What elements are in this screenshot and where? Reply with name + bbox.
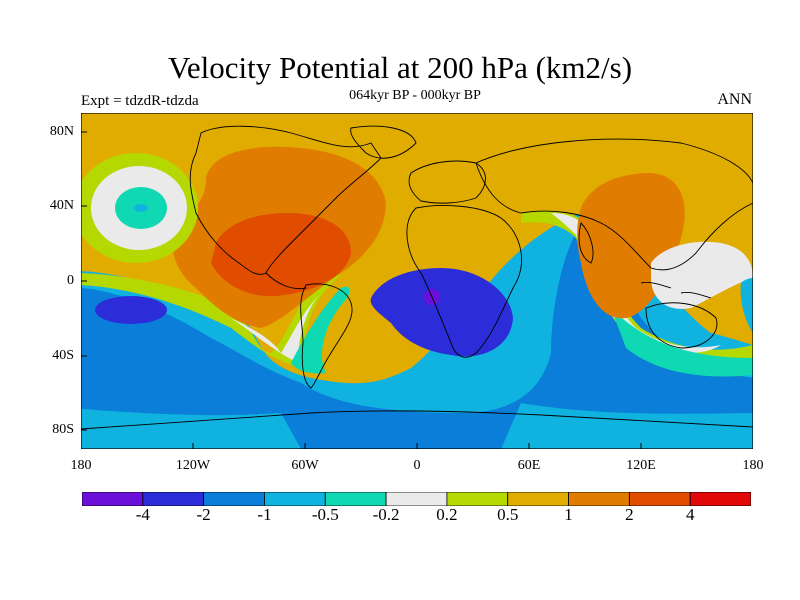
colorbar-label: 0.5: [497, 505, 519, 524]
experiment-label: Expt = tdzdR-tdzda: [81, 93, 199, 109]
colorbar-swatch: [142, 492, 205, 506]
colorbar-label: 4: [685, 505, 695, 524]
lon-label-120w: 120W: [175, 458, 211, 473]
contour-fill-west-pacific-white: [651, 241, 753, 309]
colorbar-swatch: [82, 492, 144, 506]
season-label: ANN: [717, 91, 752, 108]
lon-label-60e: 60E: [517, 458, 541, 473]
contour-fill-atlantic-red-orange: [211, 213, 351, 297]
contour-fill-south-indian-teal: [611, 308, 753, 377]
colorbar-swatch: [689, 492, 751, 506]
lat-label-80s: 80S: [52, 422, 74, 437]
lat-label-equator: 0: [67, 273, 74, 288]
lon-label-120e: 120E: [626, 458, 656, 473]
lon-label-180-left: 180: [70, 458, 92, 473]
contour-fill-north-pacific-cyan: [134, 204, 148, 212]
contour-fill-southern-cyan-lower-right: [501, 403, 753, 449]
contour-fill-south-america-teal: [291, 286, 350, 374]
colorbar-label: 0.2: [436, 505, 458, 524]
colorbar-swatch: [628, 492, 691, 506]
colorbar-label: -0.2: [372, 505, 400, 524]
contour-fill-east-edge-blue: [740, 278, 753, 333]
coastlines: [81, 125, 753, 430]
colorbar-label: 1: [564, 505, 573, 524]
contour-fill-south-pacific-green: [81, 273, 341, 368]
lon-label-60w: 60W: [291, 458, 319, 473]
colorbar-label: -4: [135, 505, 150, 524]
contour-fill-southern-blue: [81, 225, 753, 449]
contour-fill-pacific-white-band: [231, 293, 321, 363]
lon-label-180-right: 180: [742, 458, 764, 473]
lat-label-80n: 80N: [49, 124, 74, 139]
colorbar: [82, 492, 751, 506]
colorbar-label: -1: [257, 505, 272, 524]
map-subtitle: 064kyr BP - 000kyr BP: [349, 88, 481, 103]
lon-label-0: 0: [413, 458, 421, 473]
contour-fill-southern-cyan-lower: [81, 409, 301, 449]
lat-label-40n: 40N: [49, 198, 74, 213]
velocity-potential-map: [81, 113, 753, 449]
colorbar-swatch: [385, 492, 448, 506]
colorbar-swatch: [507, 492, 569, 506]
contour-fill-africa-blue-cell: [370, 268, 513, 357]
lat-label-40s: 40S: [52, 348, 74, 363]
colorbar-label: -2: [196, 505, 211, 524]
colorbar-swatch: [324, 492, 387, 506]
colorbar-swatch: [203, 492, 265, 506]
map-ticks: [81, 131, 642, 449]
colorbar-label: -0.5: [311, 505, 339, 524]
contour-fill-pacific-blue-cell: [95, 296, 167, 324]
colorbar-label: 2: [625, 505, 634, 524]
colorbar-swatch: [264, 492, 326, 506]
map-title: Velocity Potential at 200 hPa (km2/s): [167, 50, 633, 85]
colorbar-swatch: [446, 492, 509, 506]
colorbar-swatch: [568, 492, 630, 506]
